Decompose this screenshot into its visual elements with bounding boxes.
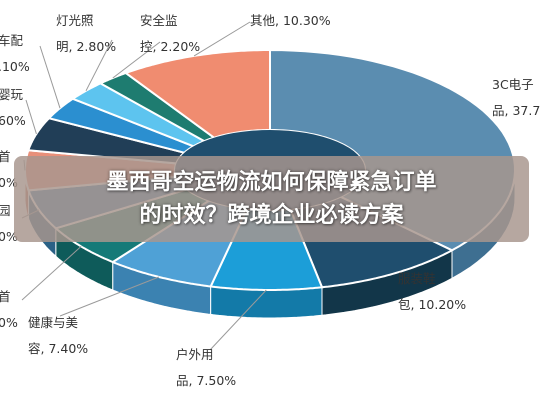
slice-label-12: 其他, 10.30%	[250, 8, 331, 34]
slice-label-line: 0%	[0, 175, 18, 190]
slice-label-10: 灯光照明, 2.80%	[56, 8, 116, 60]
slice-label-line: 其他, 10.30%	[250, 13, 331, 28]
slice-label-line: 车配	[0, 33, 24, 48]
slice-label-11: 安全监控, 2.20%	[140, 8, 200, 60]
slice-label-7: 首 0%	[0, 144, 18, 196]
slice-label-1: 3C电子品, 37.7	[492, 72, 540, 124]
slice-label-4: 健康与美容, 7.40%	[28, 310, 88, 362]
article-title-line-2: 的时效？跨境企业必读方案	[139, 203, 404, 228]
slice-label-line: 灯光照	[56, 13, 94, 28]
slice-label-line: 服装鞋	[398, 271, 436, 286]
slice-label-line: .10%	[0, 59, 30, 74]
slice-label-line: 首	[0, 149, 11, 164]
slice-label-8: 婴玩 60%	[0, 82, 26, 134]
slice-label-line: 园	[0, 203, 11, 218]
leader-line	[193, 21, 251, 57]
slice-label-line: 明, 2.80%	[56, 39, 117, 54]
slice-label-9: 车配 .10%	[0, 28, 30, 80]
slice-label-line: 品, 37.7	[492, 103, 541, 118]
slice-label-line: 容, 7.40%	[28, 341, 89, 356]
slice-label-line: 0%	[0, 315, 18, 330]
slice-label-line: 0%	[0, 229, 18, 244]
leader-line	[39, 45, 61, 109]
slice-label-3: 户外用品, 7.50%	[176, 342, 236, 394]
slice-label-5: 首 0%	[0, 284, 18, 336]
slice-label-line: 安全监	[140, 13, 178, 28]
slice-label-line: 3C电子	[492, 77, 534, 92]
slice-label-line: 婴玩	[0, 87, 24, 102]
slice-label-line: 控, 2.20%	[140, 39, 201, 54]
leader-line	[209, 289, 267, 351]
slice-label-line: 包, 10.20%	[398, 297, 467, 312]
leader-line	[59, 276, 160, 317]
leader-line	[25, 99, 37, 135]
article-title-banner: 墨西哥空运物流如何保障紧急订单 的时效？跨境企业必读方案	[14, 156, 529, 242]
article-title-line-1: 墨西哥空运物流如何保障紧急订单	[106, 170, 437, 195]
slice-label-line: 健康与美	[28, 315, 79, 330]
leader-line	[21, 246, 82, 301]
pie-slice-side	[210, 285, 323, 319]
slice-label-line: 首	[0, 289, 11, 304]
slice-label-2: 服装鞋包, 10.20%	[398, 266, 466, 318]
slice-label-line: 60%	[0, 113, 26, 128]
article-title: 墨西哥空运物流如何保障紧急订单 的时效？跨境企业必读方案	[37, 166, 507, 232]
leader-line	[112, 41, 161, 79]
slice-label-line: 品, 7.50%	[176, 373, 237, 388]
leader-line	[85, 39, 113, 92]
slice-label-line: 户外用	[176, 347, 214, 362]
slice-label-6: 园 0%	[0, 198, 18, 250]
